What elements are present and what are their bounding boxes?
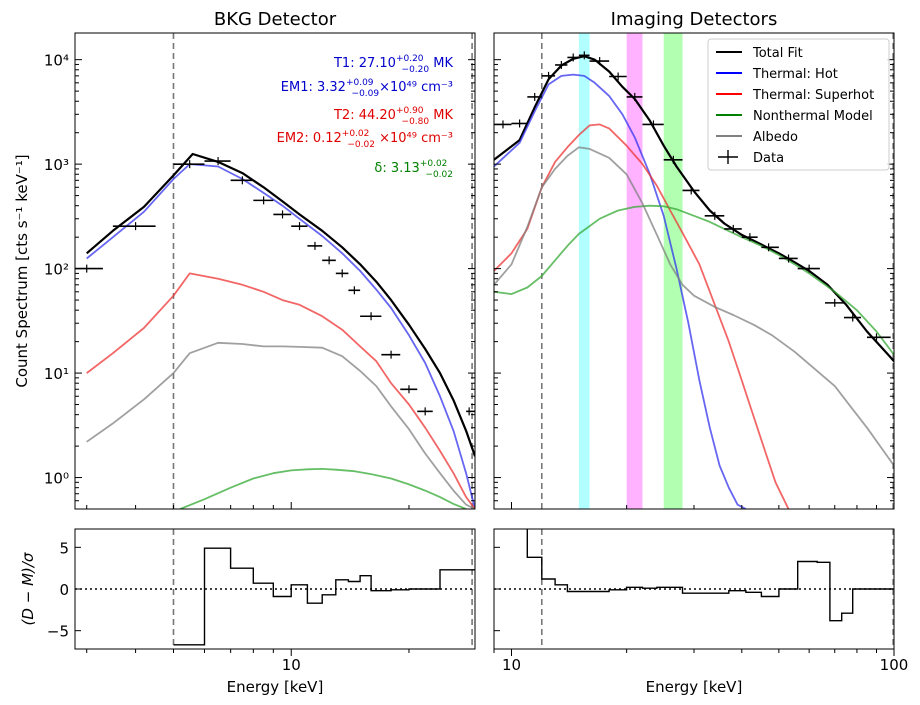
data-point bbox=[466, 407, 475, 416]
data-point bbox=[322, 256, 336, 265]
energy-band-0 bbox=[578, 33, 590, 509]
residual-axis-label: (D − M)/σ bbox=[19, 552, 37, 625]
residual-histogram bbox=[526, 529, 894, 622]
legend: Total Fit Thermal: Hot Thermal: Superhot No… bbox=[707, 38, 890, 171]
imaging-residual-frame bbox=[493, 528, 895, 650]
data-point bbox=[704, 211, 725, 220]
residual-y-tick-label: 0 bbox=[59, 581, 69, 599]
x-tick-label: 10 bbox=[282, 656, 301, 674]
data-point bbox=[567, 53, 579, 62]
legend-label: Total Fit bbox=[752, 46, 803, 61]
data-point bbox=[291, 222, 308, 231]
series-thermal-superhot bbox=[86, 272, 475, 509]
series-thermal-hot bbox=[494, 73, 747, 509]
series-total-fit bbox=[494, 55, 894, 362]
energy-band-2 bbox=[663, 33, 683, 509]
data-point bbox=[253, 196, 274, 205]
data-point bbox=[682, 186, 700, 195]
y-tick-label: 10¹ bbox=[44, 365, 69, 383]
bkg-residual-frame bbox=[74, 528, 476, 650]
legend-label: Nonthermal Model bbox=[753, 109, 873, 124]
legend-box bbox=[707, 38, 890, 171]
imaging-spectrum-panel: Total Fit Thermal: Hot Thermal: Superhot No… bbox=[493, 32, 895, 510]
x-tick-label: 100 bbox=[880, 656, 909, 674]
series-thermal-hot bbox=[86, 163, 475, 509]
annotation-t1: T1: 27.10+0.20 −0.20 MK bbox=[333, 54, 453, 75]
data-point bbox=[417, 407, 433, 416]
energy-band-1 bbox=[626, 33, 643, 509]
data-point bbox=[663, 155, 683, 164]
data-point bbox=[112, 222, 156, 231]
bkg-panel-title: BKG Detector bbox=[214, 9, 337, 30]
legend-entry: Total Fit bbox=[716, 46, 803, 61]
series-total-fit bbox=[85, 152, 475, 457]
data-point bbox=[609, 72, 627, 81]
data-point bbox=[626, 92, 643, 101]
data-point bbox=[867, 333, 891, 342]
data-point bbox=[797, 264, 820, 273]
y-tick-label: 10⁰ bbox=[44, 470, 69, 488]
data-point bbox=[204, 157, 231, 166]
data-point bbox=[400, 385, 418, 394]
data-point bbox=[724, 224, 742, 233]
data-point bbox=[273, 210, 292, 219]
series-albedo bbox=[86, 341, 475, 509]
data-point bbox=[741, 233, 758, 242]
data-point bbox=[360, 312, 382, 321]
data-point bbox=[824, 298, 844, 307]
data-point bbox=[642, 120, 664, 129]
data-point bbox=[511, 119, 528, 128]
legend-label: Thermal: Superhot bbox=[752, 88, 874, 103]
series-nonthermal-model bbox=[179, 468, 467, 509]
annotation-delta: δ: 3.13+0.02 −0.02 bbox=[374, 159, 453, 180]
data-point bbox=[335, 269, 349, 278]
bkg-x-axis-label: Energy [keV] bbox=[227, 678, 324, 696]
data-point bbox=[494, 120, 512, 129]
data-point bbox=[589, 57, 610, 66]
annotation-t2: T2: 44.20+0.90 −0.80 MK bbox=[333, 106, 453, 127]
legend-entry: Data bbox=[718, 150, 784, 166]
y-tick-label: 10³ bbox=[44, 156, 69, 174]
y-axis-label: Count Spectrum [cts s⁻¹ keV⁻¹] bbox=[13, 154, 31, 387]
series-thermal-superhot bbox=[494, 123, 790, 509]
data-point bbox=[761, 243, 779, 252]
data-point bbox=[307, 241, 323, 250]
series-nonthermal-model bbox=[494, 204, 894, 356]
bkg-panel-frame bbox=[74, 32, 476, 510]
data-point bbox=[778, 254, 798, 263]
data-point bbox=[173, 160, 205, 169]
annotation-em2: EM2: 0.12+0.02 −0.02 ×10⁴⁹ cm⁻³ bbox=[277, 129, 453, 150]
data-point bbox=[541, 71, 556, 80]
legend-entry: Albedo bbox=[716, 130, 798, 145]
x-tick-label: 10 bbox=[502, 656, 521, 674]
series-albedo bbox=[494, 146, 894, 467]
bkg-spectrum-panel: 10⁰ 10¹ 10² 10³ 10⁴ T1: 27.10+0.20 −0.20 MK EM… bbox=[44, 32, 476, 510]
legend-entry: Thermal: Superhot bbox=[716, 88, 874, 103]
residual-histogram bbox=[173, 547, 475, 646]
y-tick-label: 10⁴ bbox=[44, 52, 69, 70]
residual-y-tick-label: 5 bbox=[59, 539, 69, 557]
legend-label: Albedo bbox=[753, 130, 798, 145]
fit-parameters: T1: 27.10+0.20 −0.20 MK EM1: 3.32+0.09 −0.0… bbox=[277, 54, 454, 180]
bkg-residual-panel: 10 5 0 −5 bbox=[47, 528, 476, 674]
imaging-residual-panel: 10 100 bbox=[493, 528, 909, 674]
data-point bbox=[348, 286, 361, 295]
imaging-panel-title: Imaging Detectors bbox=[611, 9, 778, 30]
legend-label: Data bbox=[753, 151, 784, 166]
data-point bbox=[555, 60, 568, 69]
data-point bbox=[230, 176, 254, 185]
legend-entry: Thermal: Hot bbox=[716, 67, 838, 82]
imaging-x-axis-label: Energy [keV] bbox=[646, 678, 743, 696]
legend-label: Thermal: Hot bbox=[752, 67, 838, 82]
data-point bbox=[381, 350, 401, 359]
data-point bbox=[527, 92, 542, 101]
data-point bbox=[578, 51, 590, 60]
residual-y-tick-label: −5 bbox=[47, 623, 69, 641]
annotation-em1: EM1: 3.32+0.09 −0.09×10⁴⁹ cm⁻³ bbox=[281, 78, 453, 99]
y-tick-label: 10² bbox=[44, 261, 69, 279]
legend-entry: Nonthermal Model bbox=[716, 109, 873, 124]
data-point bbox=[843, 313, 862, 322]
imaging-panel-frame bbox=[493, 32, 895, 510]
